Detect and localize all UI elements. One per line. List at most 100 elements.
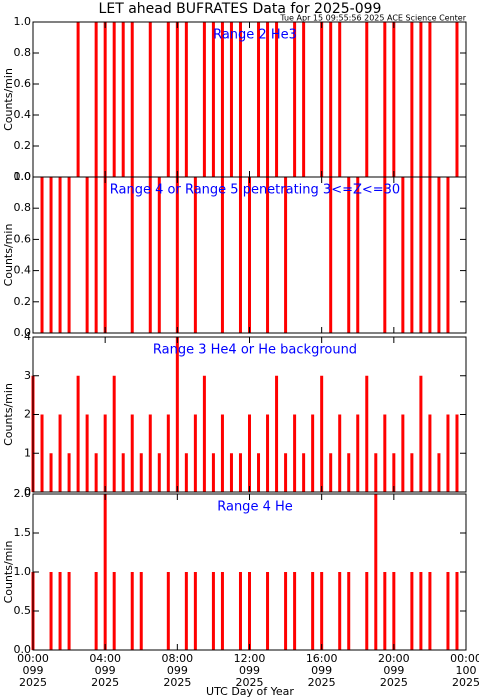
bar: [130, 22, 134, 177]
y-tick-label: 0.2: [14, 295, 32, 308]
bar: [293, 414, 297, 492]
bar: [121, 22, 125, 177]
y-axis-label: Counts/min: [2, 541, 15, 604]
bar: [49, 177, 53, 333]
bar: [40, 414, 44, 492]
x-tick-day: 099: [239, 664, 260, 677]
bar: [329, 177, 333, 333]
bar: [76, 375, 80, 492]
bar: [103, 414, 107, 492]
bar: [166, 572, 170, 650]
bar: [248, 414, 251, 492]
bar: [175, 22, 179, 177]
y-tick-label: 0.6: [14, 77, 32, 90]
bar: [419, 572, 423, 650]
y-tick-label: 0.0: [14, 170, 32, 183]
bar: [401, 177, 405, 333]
panel-label: Range 2 He3: [213, 28, 297, 43]
y-axis-label: Counts/min: [2, 224, 15, 287]
bar: [428, 22, 432, 177]
bar: [220, 572, 224, 650]
bar: [175, 337, 179, 492]
timestamp: Tue Apr 15 09:55:56 2025 ACE Science Cen…: [279, 14, 466, 23]
y-tick-label: 2: [24, 408, 31, 421]
y-tick-label: 0.8: [14, 201, 32, 214]
y-tick-label: 0.5: [14, 604, 32, 617]
bar: [374, 453, 378, 492]
x-tick-day: 099: [383, 664, 404, 677]
panel-label: Range 4 He: [217, 500, 293, 515]
bar: [202, 375, 206, 492]
x-tick-year: 2025: [163, 676, 191, 689]
bar: [58, 572, 62, 650]
y-axis-label: Counts/min: [2, 68, 15, 131]
bar: [365, 375, 369, 492]
bar: [130, 177, 134, 333]
bar: [67, 453, 71, 492]
x-tick-day: 099: [23, 664, 44, 677]
bar: [94, 22, 98, 177]
bar: [49, 453, 53, 492]
bar: [284, 572, 288, 650]
bar: [220, 414, 224, 492]
bar: [202, 22, 206, 177]
bar: [130, 572, 134, 650]
bar: [347, 177, 351, 333]
bar: [193, 177, 197, 333]
bar: [85, 414, 89, 492]
y-tick-label: 2.0: [14, 487, 32, 500]
x-tick-day: 099: [311, 664, 332, 677]
y-tick-label: 0.2: [14, 139, 32, 152]
y-tick-label: 1.5: [14, 526, 32, 539]
bar: [112, 22, 116, 177]
bar: [94, 177, 98, 333]
bar: [193, 414, 197, 492]
y-tick-label: 4: [24, 330, 31, 343]
bar: [446, 177, 450, 333]
bar: [410, 177, 414, 333]
x-tick-year: 2025: [308, 676, 336, 689]
bar: [266, 414, 270, 492]
bar: [266, 572, 270, 650]
y-tick-label: 3: [24, 369, 31, 382]
bar: [139, 572, 143, 650]
bar: [157, 453, 161, 492]
x-tick-label: 16:00: [306, 652, 338, 665]
bar: [238, 572, 242, 650]
bar: [383, 22, 387, 177]
x-axis-label: UTC Day of Year: [206, 685, 294, 698]
bar: [184, 22, 188, 177]
bar: [392, 22, 396, 177]
bar: [229, 22, 233, 177]
panel-label: Range 4 or Range 5 penetrating 3<=Z<=30: [110, 183, 400, 198]
bar: [419, 375, 423, 492]
bar: [455, 414, 459, 492]
bar: [103, 177, 107, 333]
y-tick-label: 0.4: [14, 264, 32, 277]
bar: [383, 414, 387, 492]
y-tick-label: 1: [24, 446, 31, 459]
y-tick-label: 0.0: [14, 326, 32, 339]
x-tick-year: 2025: [236, 676, 264, 689]
y-tick-label: 1.0: [14, 170, 32, 183]
bar: [419, 22, 423, 177]
bar: [166, 22, 170, 177]
bar: [130, 414, 134, 492]
x-tick-year: 2025: [452, 676, 479, 689]
x-tick-label: 08:00: [161, 652, 193, 665]
bar: [392, 572, 396, 650]
bar: [356, 177, 360, 333]
bar: [220, 177, 224, 333]
bar: [293, 572, 297, 650]
x-tick-label: 00:00: [17, 652, 49, 665]
bar: [148, 22, 152, 177]
bar: [410, 453, 414, 492]
bar: [238, 453, 242, 492]
bar: [112, 375, 116, 492]
bar: [58, 177, 62, 333]
bar: [365, 572, 369, 650]
bar: [157, 177, 161, 333]
x-tick-label: 04:00: [89, 652, 121, 665]
bar: [401, 414, 405, 492]
bar: [248, 572, 251, 650]
